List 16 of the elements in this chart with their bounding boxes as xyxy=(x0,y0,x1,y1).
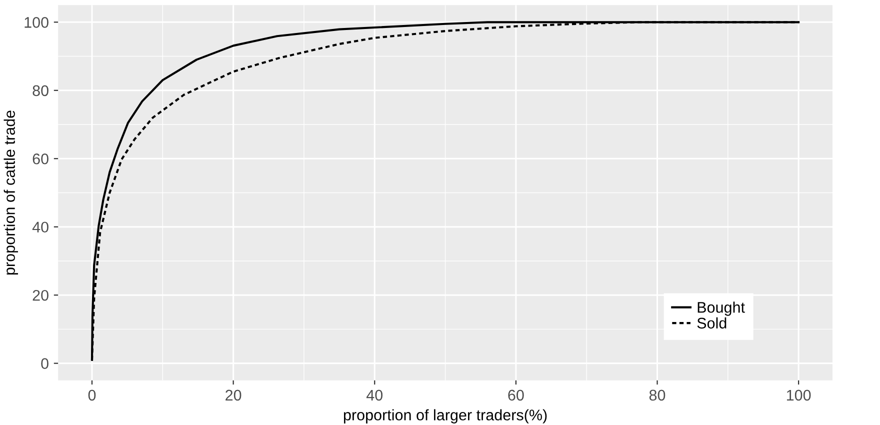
y-tick-label: 100 xyxy=(24,17,48,28)
x-axis-title: proportion of larger traders(%) xyxy=(344,409,547,424)
x-tick-label: 80 xyxy=(649,390,666,401)
y-axis-title: proportion of cattle trade xyxy=(4,110,18,275)
x-tick-label: 20 xyxy=(226,390,242,401)
y-tick-label: 0 xyxy=(41,358,48,370)
legend-label: Bought xyxy=(698,302,745,316)
legend-label: Sold xyxy=(697,317,726,329)
x-tick-label: 60 xyxy=(508,390,524,401)
y-tick-label: 80 xyxy=(32,85,48,96)
y-tick-label: 20 xyxy=(32,290,48,301)
x-tick-label: 100 xyxy=(786,390,811,401)
x-tick-label: 40 xyxy=(366,390,383,401)
y-tick-label: 40 xyxy=(32,222,48,233)
x-tick-label: 0 xyxy=(88,390,96,401)
y-tick-label: 60 xyxy=(32,153,48,164)
